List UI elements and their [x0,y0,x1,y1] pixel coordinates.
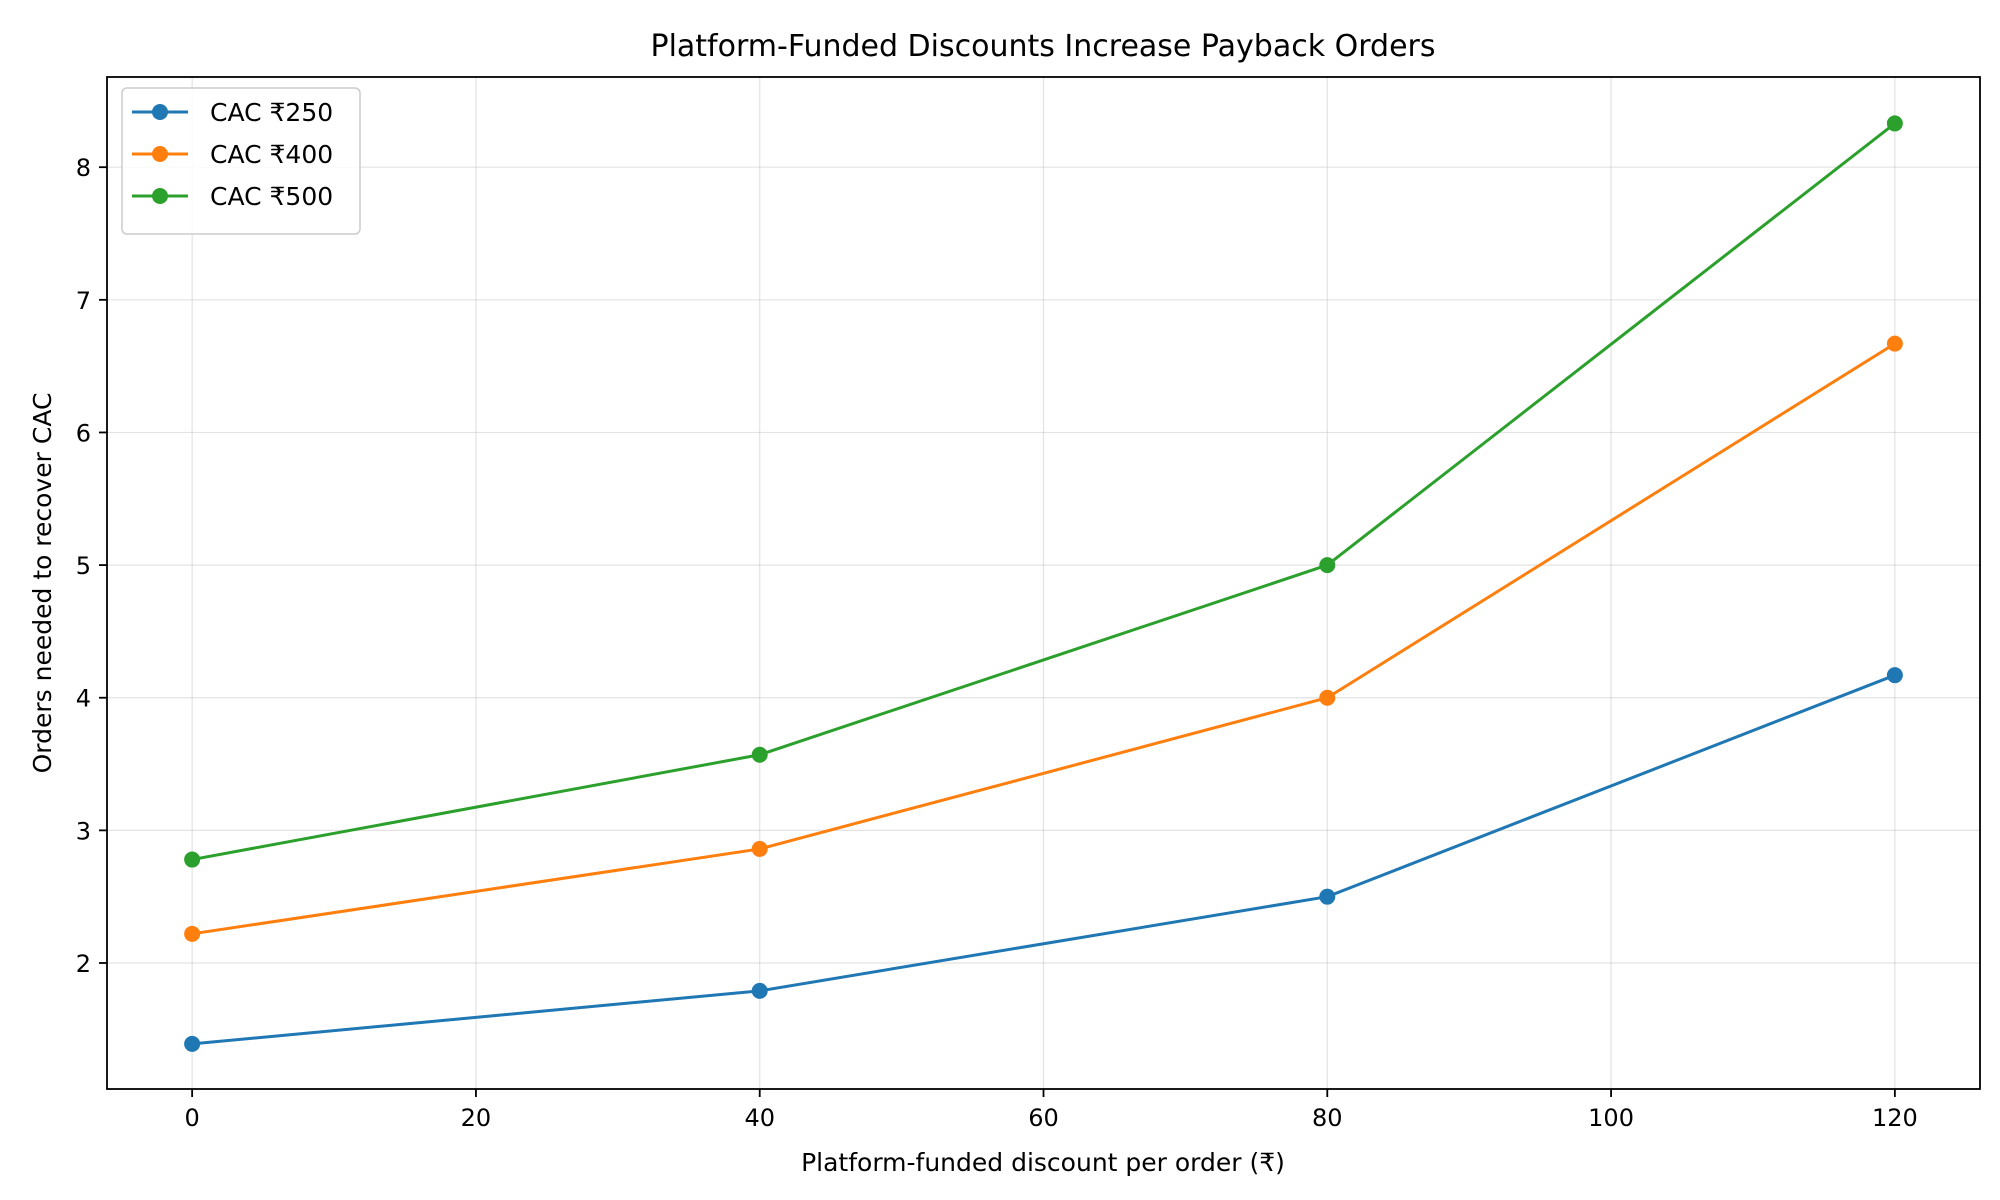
legend-item: CAC ₹400 [132,140,333,169]
legend-item: CAC ₹500 [132,182,333,211]
y-tick-label: 2 [76,950,91,978]
series-1 [184,667,1903,1052]
y-axis-label: Orders needed to recover CAC [28,393,57,774]
y-tick-label: 7 [76,287,91,315]
legend-label: CAC ₹250 [210,98,333,127]
data-point [184,851,201,868]
x-tick-label: 80 [1312,1104,1343,1132]
y-tick-label: 8 [76,154,91,182]
x-tick-label: 100 [1588,1104,1634,1132]
y-tick-label: 5 [76,552,91,580]
y-tick-label: 4 [76,685,91,713]
x-tick-label: 120 [1872,1104,1918,1132]
x-tick-label: 40 [744,1104,775,1132]
series-line [191,122,1896,862]
x-tick-label: 0 [184,1104,199,1132]
data-point [751,746,768,763]
data-point [1319,689,1336,706]
data-point [751,840,768,857]
legend-marker [152,104,168,120]
data-point [1319,888,1336,905]
data-point [184,1035,201,1052]
data-point [751,982,768,999]
x-tick-label: 20 [461,1104,492,1132]
x-tick-label: 60 [1028,1104,1059,1132]
legend: CAC ₹250 CAC ₹400 CAC ₹500 [121,87,361,235]
data-point [184,925,201,942]
y-tick-label: 6 [76,419,91,447]
legend-item: CAC ₹250 [132,98,333,127]
x-axis-label: Platform-funded discount per order (₹) [801,1148,1285,1177]
legend-label: CAC ₹400 [210,140,333,169]
series-2 [184,335,1903,942]
data-point [1319,557,1336,574]
data-point [1886,667,1903,684]
series-layer [184,115,1903,1052]
legend-marker [152,146,168,162]
legend-label: CAC ₹500 [210,182,333,211]
data-point [1886,115,1903,132]
series-3 [184,115,1903,868]
chart-title: Platform-Funded Discounts Increase Payba… [650,29,1435,64]
data-point [1886,335,1903,352]
legend-marker [152,188,168,204]
grid [107,77,1980,1089]
x-axis-ticks: 0 20 40 60 80 100 120 [184,1089,1918,1132]
series-line [191,673,1896,1046]
y-axis-ticks: 2 3 4 5 6 7 8 [76,154,107,978]
y-tick-label: 3 [76,817,91,845]
series-line [191,342,1896,936]
